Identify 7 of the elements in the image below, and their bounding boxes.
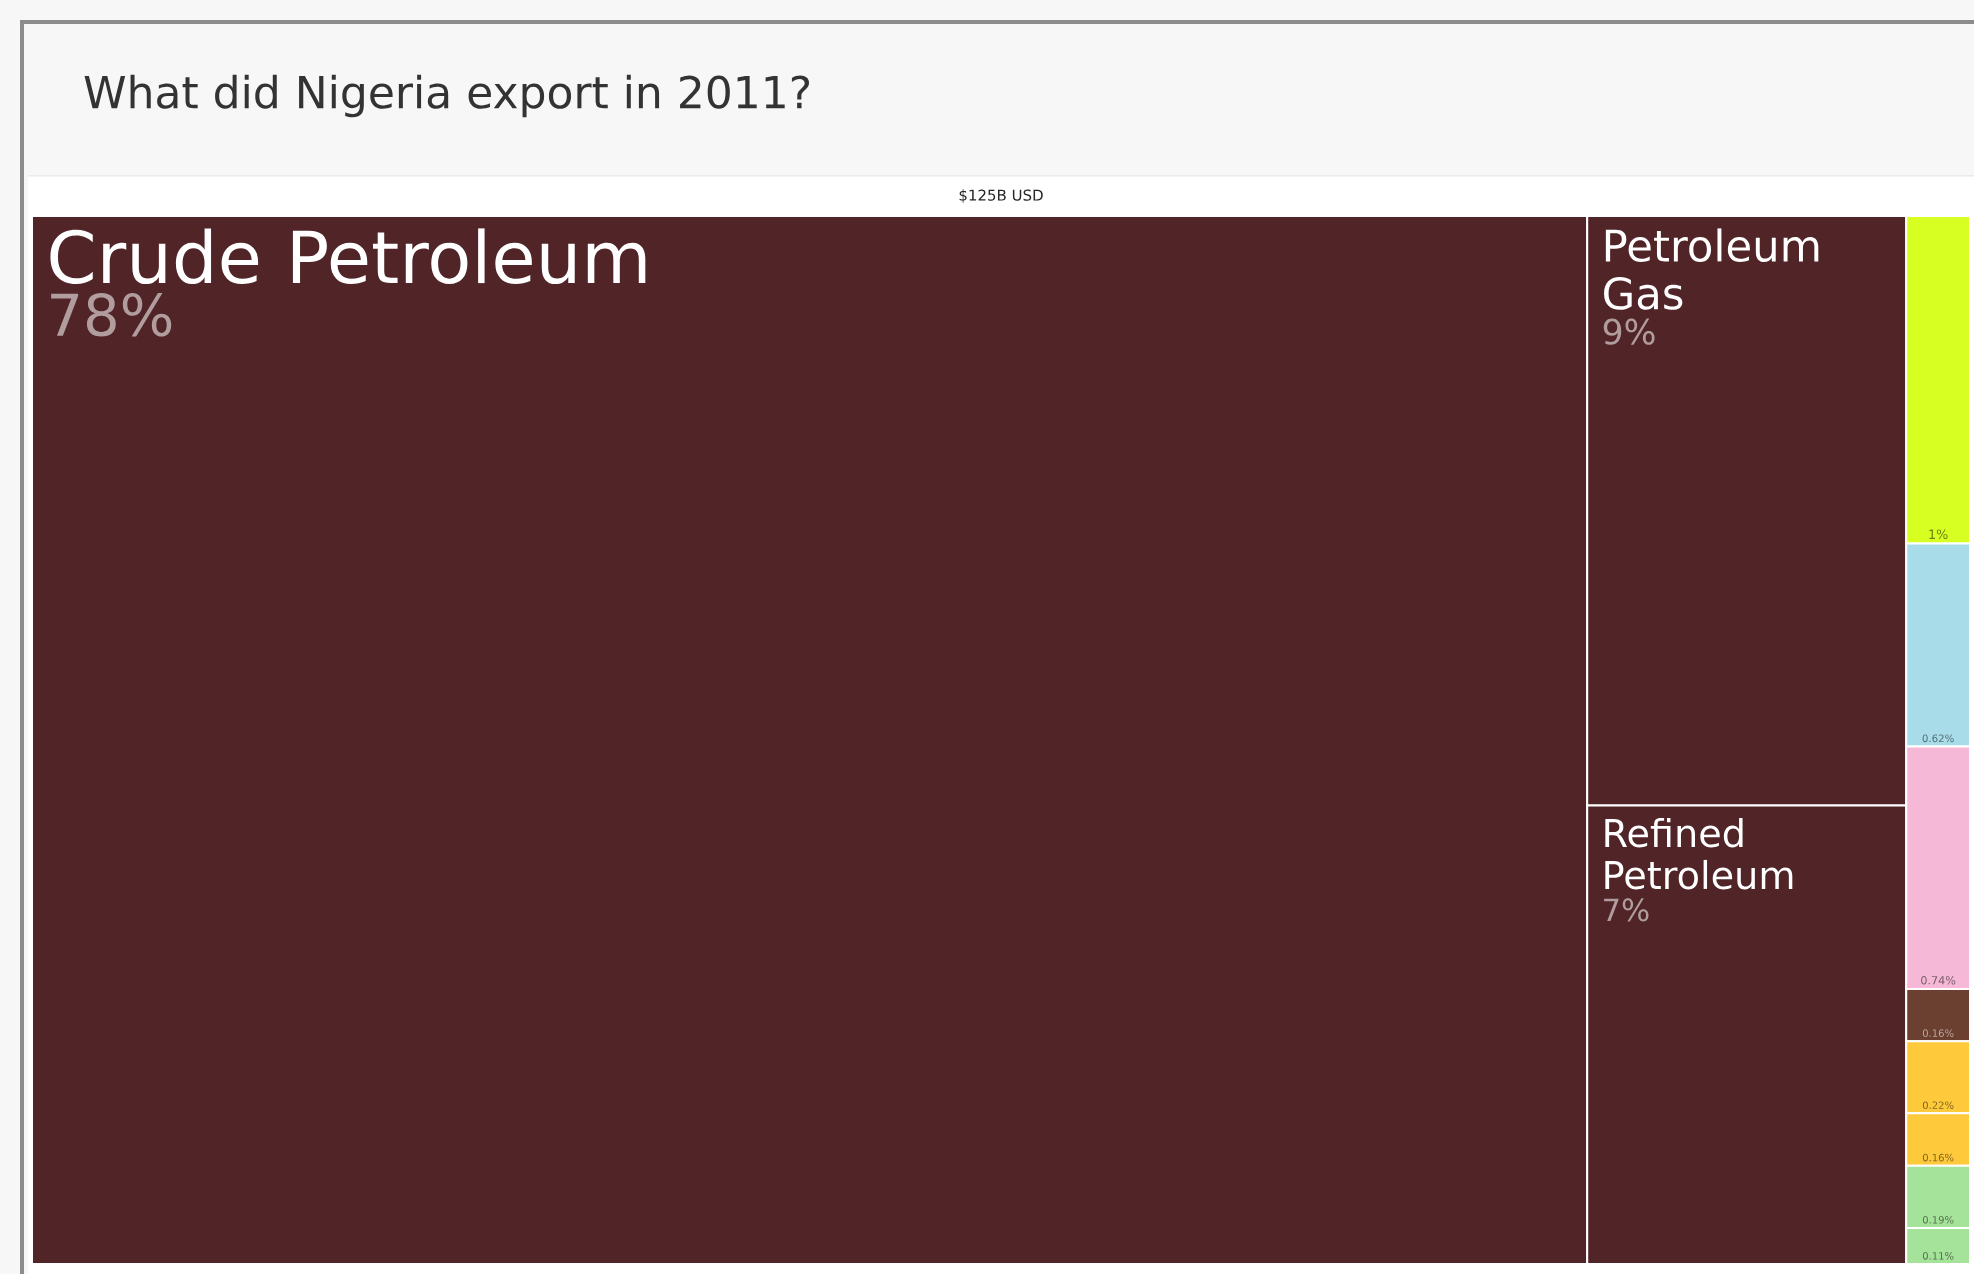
category-label: Petroleum Gas [1604, 228, 1819, 310]
category-label: Crude Petroleum [50, 228, 646, 285]
text: What did Nigeria export in 2011? [84, 74, 810, 118]
data-label: 78% [51, 292, 172, 337]
data-label: 9% [1603, 318, 1655, 345]
category-label: Refined Petroleum [1605, 817, 1793, 890]
data-label: 7% [1604, 898, 1649, 922]
